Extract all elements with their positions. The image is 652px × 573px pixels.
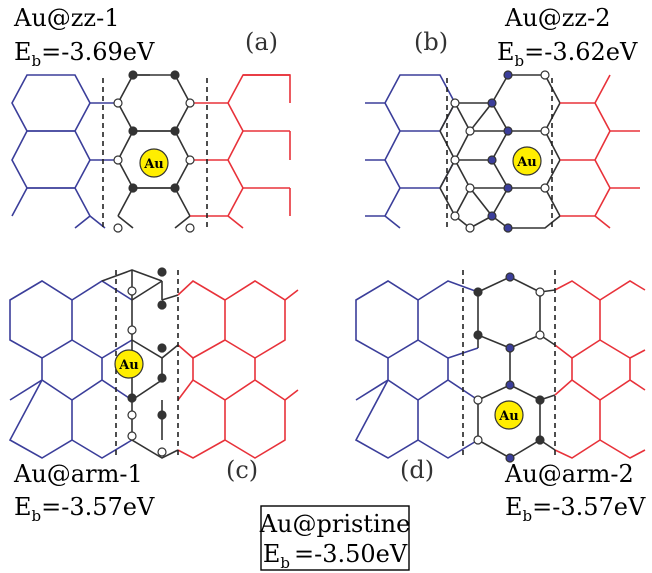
gold-atom-label: Au <box>118 358 139 373</box>
atoms <box>450 70 550 233</box>
panel-c-energy: Eb=-3.57eV <box>14 493 155 525</box>
pristine-box: Au@pristine Eb =-3.50eV <box>259 505 411 572</box>
black-interface <box>439 74 562 229</box>
panel-d-energy: Eb=-3.57eV <box>505 493 646 525</box>
panel-b-energy: Eb=-3.62eV <box>497 38 638 70</box>
red-lattice <box>177 280 299 459</box>
panel-a-tag: (a) <box>245 28 278 56</box>
pristine-energy: Eb =-3.50eV <box>263 540 408 572</box>
blue-lattice <box>365 74 456 229</box>
gold-atom-label: Au <box>143 157 164 172</box>
black-interface <box>477 276 556 459</box>
panel-c-name: Au@arm-1 <box>13 460 143 488</box>
blue-lattice <box>11 74 118 229</box>
gold-atom <box>494 400 524 430</box>
atoms <box>473 272 545 463</box>
red-lattice <box>190 74 291 229</box>
gold-atom-label: Au <box>516 155 537 170</box>
panel-a-name: Au@zz-1 <box>13 4 119 32</box>
atoms <box>127 267 167 457</box>
pristine-name: Au@pristine <box>259 510 411 538</box>
panel-d: Au Au@arm-2 Eb=-3.57eV (d) <box>354 270 646 525</box>
panel-b: Au Au@zz-2 Eb=-3.62eV (b) <box>365 4 640 233</box>
red-lattice <box>560 74 640 229</box>
panel-d-name: Au@arm-2 <box>504 460 634 488</box>
panel-c-tag: (c) <box>226 456 258 484</box>
blue-lattice <box>354 280 479 459</box>
gold-atom <box>139 148 169 178</box>
panel-c: Au Au@arm-1 Eb=-3.57eV (c) <box>8 267 299 525</box>
panel-a-energy: Eb=-3.69eV <box>14 38 155 70</box>
panel-d-tag: (d) <box>400 456 434 484</box>
red-lattice <box>554 280 646 459</box>
gold-atom <box>512 146 542 176</box>
blue-lattice <box>8 280 133 459</box>
gold-atom-label: Au <box>498 409 519 424</box>
gold-atom <box>114 349 144 379</box>
panel-b-tag: (b) <box>414 28 448 56</box>
panel-b-name: Au@zz-2 <box>504 4 610 32</box>
atoms <box>113 70 195 233</box>
panel-a: Au Au@zz-1 Eb=-3.69eV (a) <box>11 4 291 233</box>
